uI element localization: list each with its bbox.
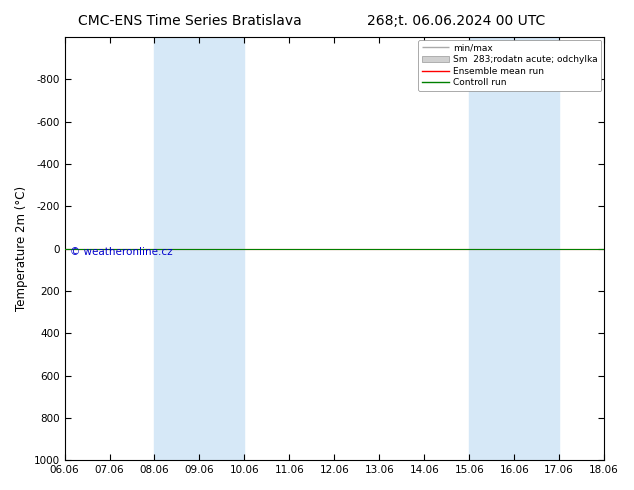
- Y-axis label: Temperature 2m (°C): Temperature 2m (°C): [15, 186, 28, 311]
- Text: 268;t. 06.06.2024 00 UTC: 268;t. 06.06.2024 00 UTC: [367, 14, 546, 28]
- Bar: [155, 37, 244, 460]
- Bar: [469, 37, 559, 460]
- Legend: min/max, Sm  283;rodatn acute; odchylka, Ensemble mean run, Controll run: min/max, Sm 283;rodatn acute; odchylka, …: [418, 40, 602, 91]
- Text: © weatheronline.cz: © weatheronline.cz: [70, 247, 172, 257]
- Text: CMC-ENS Time Series Bratislava: CMC-ENS Time Series Bratislava: [79, 14, 302, 28]
